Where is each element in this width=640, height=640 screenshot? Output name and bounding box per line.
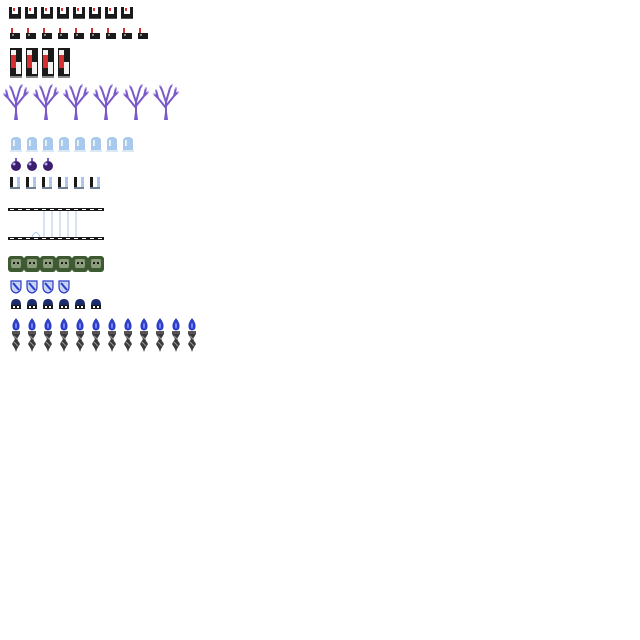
red-banner-icon bbox=[26, 48, 38, 78]
blue-flame-torch-icon bbox=[26, 318, 38, 352]
green-skull-tile-icon bbox=[88, 256, 104, 272]
blue-flame-torch-icon bbox=[58, 318, 70, 352]
green-skull-tile-icon bbox=[24, 256, 40, 272]
red-banner-icon bbox=[58, 48, 70, 78]
u-bar-icon bbox=[8, 176, 22, 190]
blue-shield-icon bbox=[26, 280, 38, 294]
dark-cup-icon bbox=[88, 6, 102, 20]
u-bar-icon bbox=[56, 176, 70, 190]
small-pedestal-icon bbox=[8, 26, 22, 40]
dark-cup-icon bbox=[8, 6, 22, 20]
blue-helmet-icon bbox=[10, 298, 22, 312]
red-banner-icon bbox=[42, 48, 54, 78]
tombstone-icon bbox=[74, 136, 86, 152]
small-pedestal-icon bbox=[136, 26, 150, 40]
small-pedestal-icon bbox=[40, 26, 54, 40]
blue-flame-torch-icon bbox=[90, 318, 102, 352]
green-skull-tile-icon bbox=[8, 256, 24, 272]
tombstone-icon bbox=[42, 136, 54, 152]
tombstone-icon bbox=[26, 136, 38, 152]
blue-flame-torch-icon bbox=[74, 318, 86, 352]
small-pedestal-icon bbox=[120, 26, 134, 40]
tombstone-icon bbox=[58, 136, 70, 152]
u-bar-icon bbox=[88, 176, 102, 190]
u-bar-icon bbox=[72, 176, 86, 190]
blue-helmet-icon bbox=[90, 298, 102, 312]
tombstone-icon bbox=[106, 136, 118, 152]
blue-flame-torch-icon bbox=[42, 318, 54, 352]
bare-purple-tree-icon bbox=[32, 84, 60, 120]
u-bar-icon bbox=[24, 176, 38, 190]
bare-purple-tree-icon bbox=[122, 84, 150, 120]
bare-purple-tree-icon bbox=[2, 84, 30, 120]
tombstone-icon bbox=[10, 136, 22, 152]
blue-flame-torch-icon bbox=[138, 318, 150, 352]
blue-flame-torch-icon bbox=[154, 318, 166, 352]
blue-flame-torch-icon bbox=[10, 318, 22, 352]
blue-shield-icon bbox=[10, 280, 22, 294]
blue-shield-icon bbox=[58, 280, 70, 294]
bare-purple-tree-icon bbox=[152, 84, 180, 120]
green-skull-tile-icon bbox=[40, 256, 56, 272]
green-skull-tile-icon bbox=[56, 256, 72, 272]
purple-bomb-icon bbox=[10, 158, 22, 172]
small-pedestal-icon bbox=[72, 26, 86, 40]
dark-cup-icon bbox=[72, 6, 86, 20]
blue-flame-torch-icon bbox=[170, 318, 182, 352]
blue-helmet-icon bbox=[74, 298, 86, 312]
dark-cup-icon bbox=[40, 6, 54, 20]
blue-flame-torch-icon bbox=[186, 318, 198, 352]
red-banner-icon bbox=[10, 48, 22, 78]
small-pedestal-icon bbox=[88, 26, 102, 40]
bare-purple-tree-icon bbox=[62, 84, 90, 120]
small-pedestal-icon bbox=[104, 26, 118, 40]
dark-cup-icon bbox=[120, 6, 134, 20]
purple-bomb-icon bbox=[26, 158, 38, 172]
u-bar-icon bbox=[40, 176, 54, 190]
tombstone-icon bbox=[122, 136, 134, 152]
blue-helmet-icon bbox=[26, 298, 38, 312]
dark-cup-icon bbox=[24, 6, 38, 20]
purple-bomb-icon bbox=[42, 158, 54, 172]
blue-flame-torch-icon bbox=[122, 318, 134, 352]
small-pedestal-icon bbox=[24, 26, 38, 40]
blue-helmet-icon bbox=[42, 298, 54, 312]
bare-purple-tree-icon bbox=[92, 84, 120, 120]
film-strip-icon bbox=[8, 208, 104, 240]
blue-shield-icon bbox=[42, 280, 54, 294]
blue-helmet-icon bbox=[58, 298, 70, 312]
small-pedestal-icon bbox=[56, 26, 70, 40]
tombstone-icon bbox=[90, 136, 102, 152]
green-skull-tile-icon bbox=[72, 256, 88, 272]
blue-flame-torch-icon bbox=[106, 318, 118, 352]
dark-cup-icon bbox=[56, 6, 70, 20]
dark-cup-icon bbox=[104, 6, 118, 20]
